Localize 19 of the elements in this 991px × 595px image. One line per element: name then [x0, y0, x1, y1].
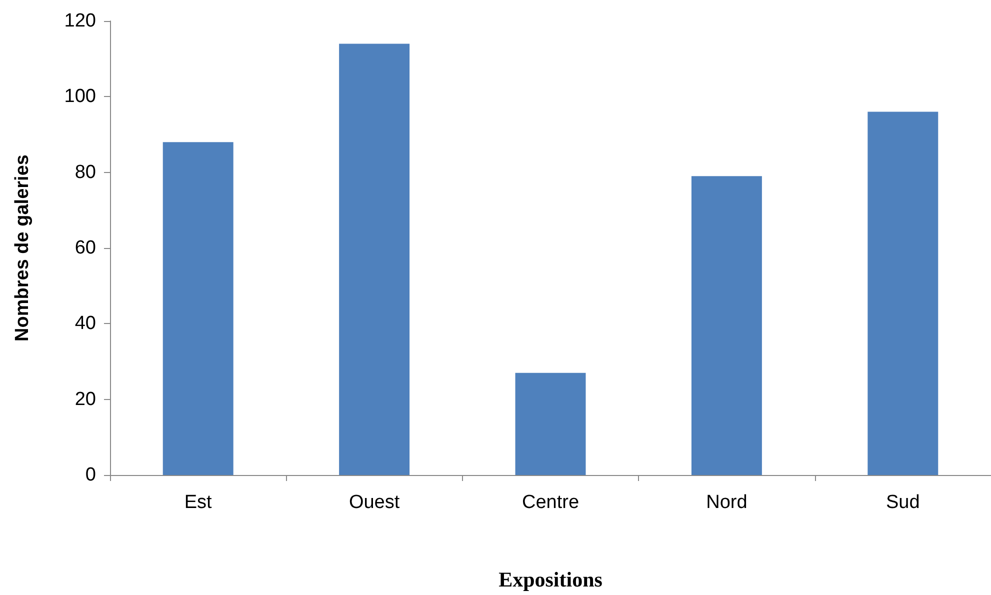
y-tick-label: 20	[74, 388, 96, 410]
y-tick-label: 100	[64, 86, 96, 108]
y-tick-label: 60	[74, 238, 96, 258]
y-tick-label: 120	[64, 10, 96, 32]
y-tick-label: 80	[74, 162, 96, 183]
bar	[868, 112, 938, 475]
x-tick-label: Ouest	[348, 492, 400, 513]
x-axis-title: Expositions	[498, 568, 602, 592]
bar	[162, 142, 234, 475]
x-tick-label: Sud	[886, 492, 920, 513]
y-axis-title: Nombres de galeries	[12, 154, 33, 342]
x-tick-label: Est	[184, 492, 213, 513]
y-tick-label: 40	[74, 313, 96, 334]
x-tick-label: Nord	[706, 492, 748, 513]
bar	[339, 44, 410, 475]
bar	[515, 372, 586, 475]
y-tick-label: 0	[85, 464, 96, 486]
bar	[691, 176, 762, 475]
x-tick-label: Centre	[522, 492, 580, 513]
